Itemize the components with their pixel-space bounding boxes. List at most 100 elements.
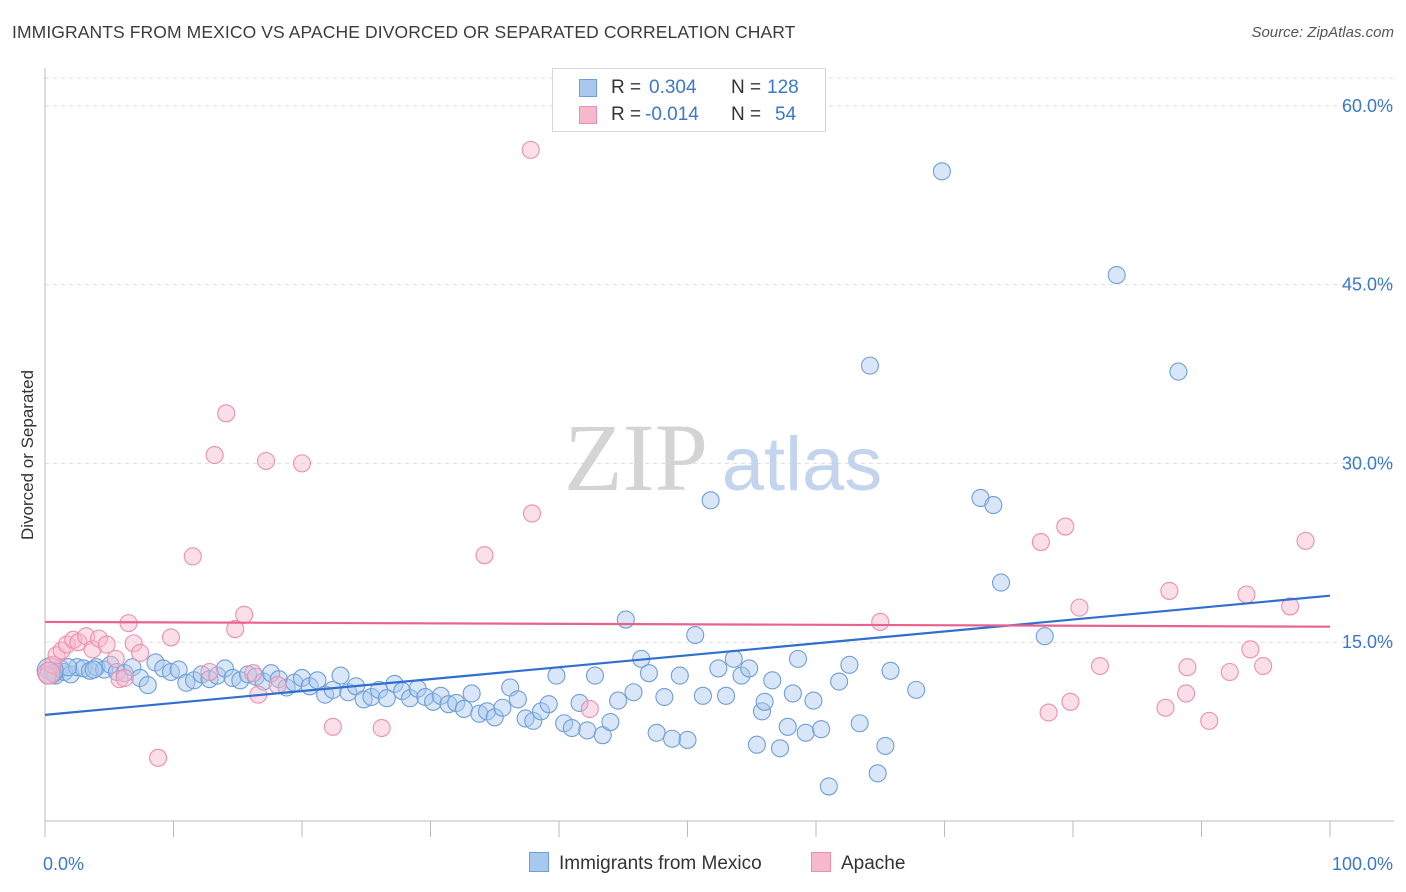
data-point-mexico [747, 735, 766, 754]
data-point-apache [52, 641, 71, 660]
series-apache [37, 140, 1315, 767]
data-point-mexico [932, 162, 951, 181]
legend-n-value: 128 [767, 77, 799, 98]
data-point-apache [244, 664, 263, 683]
data-point-mexico [59, 658, 78, 677]
data-point-apache [1061, 692, 1080, 711]
data-point-mexico [131, 668, 150, 688]
trend-layer [44, 594, 1331, 717]
data-point-mexico [655, 687, 674, 707]
data-point-apache [97, 635, 116, 654]
legend-swatch-pink [811, 852, 831, 872]
data-point-mexico [1169, 362, 1188, 381]
legend-n-label: N = [731, 77, 762, 98]
legend-swatch-pink [579, 106, 597, 124]
data-point-apache [161, 628, 180, 647]
data-point-apache [183, 547, 202, 566]
data-point-apache [871, 612, 890, 631]
data-point-mexico [701, 491, 720, 510]
legend-label-mexico: Immigrants from Mexico [559, 853, 762, 874]
grid-layer [45, 77, 1394, 643]
data-point-mexico [454, 699, 473, 718]
data-point-mexico [138, 676, 157, 695]
data-point-mexico [524, 711, 543, 730]
data-point-mexico [616, 610, 635, 629]
data-point-mexico [850, 714, 869, 733]
data-point-apache [1178, 658, 1197, 677]
data-point-mexico [570, 693, 589, 713]
x-tick-label: 100.0% [1332, 854, 1393, 874]
data-point-apache [205, 445, 224, 465]
legend-n-value: 54 [775, 104, 797, 125]
data-point-apache [1177, 684, 1196, 703]
data-point-apache [131, 643, 150, 662]
data-point-apache [521, 140, 540, 159]
stats-legend: R = 0.304 N = 128 R = -0.014 N = 54 [552, 68, 826, 132]
data-point-apache [580, 699, 599, 718]
data-point-mexico [485, 708, 504, 727]
data-point-mexico [984, 496, 1003, 515]
legend-item-mexico[interactable]: Immigrants from Mexico [529, 852, 762, 876]
legend-label-apache: Apache [841, 853, 906, 874]
axis-layer [44, 68, 1394, 837]
data-point-mexico [531, 702, 551, 721]
watermark-zip: ZIP [564, 404, 708, 511]
data-point-apache [1160, 581, 1179, 600]
source-label: Source: ZipAtlas.com [1251, 24, 1394, 41]
chart-title: IMMIGRANTS FROM MEXICO VS APACHE DIVORCE… [12, 22, 796, 42]
data-point-mexico [1035, 627, 1054, 646]
legend-swatch-blue [579, 79, 597, 97]
legend-item-apache[interactable]: Apache [811, 852, 905, 876]
data-point-apache [1090, 656, 1110, 676]
data-point-mexico [755, 692, 774, 711]
data-point-apache [1241, 640, 1260, 659]
data-point-apache [372, 718, 391, 738]
data-point-apache [323, 717, 342, 736]
data-point-apache [522, 504, 542, 523]
legend-r-label: R = [611, 77, 642, 98]
legend-row-mexico: R = 0.304 N = 128 [553, 75, 825, 101]
y-tick-label: 60.0% [1342, 96, 1393, 116]
legend-row-apache: R = -0.014 N = 54 [553, 102, 825, 128]
data-point-mexico [686, 625, 705, 645]
data-point-mexico [716, 686, 736, 705]
y-tick-label: 15.0% [1342, 632, 1393, 652]
data-point-apache-cluster [37, 661, 61, 685]
data-point-mexico [732, 666, 751, 685]
data-point-apache [256, 451, 276, 471]
y-axis-label: Divorced or Separated [18, 369, 37, 541]
data-point-mexico [788, 649, 808, 668]
watermark: ZIP atlas [564, 404, 882, 511]
data-point-mexico [362, 687, 381, 707]
data-point-apache [217, 404, 236, 423]
data-point-mexico [907, 680, 926, 699]
data-point-apache [1070, 598, 1089, 617]
data-point-mexico [663, 729, 682, 748]
x-tick-label: 0.0% [43, 854, 84, 874]
data-point-apache [43, 655, 62, 674]
trend-line-mexico [44, 594, 1331, 717]
data-point-mexico [493, 698, 512, 717]
data-point-mexico [876, 736, 895, 755]
y-tick-label: 30.0% [1342, 453, 1393, 473]
legend-r-value: -0.014 [645, 104, 699, 125]
data-point-mexico [377, 689, 396, 708]
data-point-mexico [609, 691, 628, 710]
data-point-apache [115, 668, 134, 688]
data-point-mexico [783, 684, 802, 703]
data-point-mexico [215, 659, 234, 678]
data-point-mexico [830, 672, 849, 691]
data-point-mexico [585, 666, 605, 685]
data-point-mexico [578, 721, 597, 740]
data-point-mexico [693, 686, 712, 705]
data-point-apache [1254, 656, 1273, 676]
legend-r-label: R = [611, 104, 642, 125]
data-point-mexico [462, 684, 481, 703]
data-point-mexico [647, 723, 666, 742]
data-point-apache [226, 620, 245, 639]
data-point-apache [200, 662, 219, 682]
data-point-mexico [812, 720, 831, 739]
data-point-mexico [1107, 265, 1126, 285]
data-point-mexico [840, 655, 859, 674]
